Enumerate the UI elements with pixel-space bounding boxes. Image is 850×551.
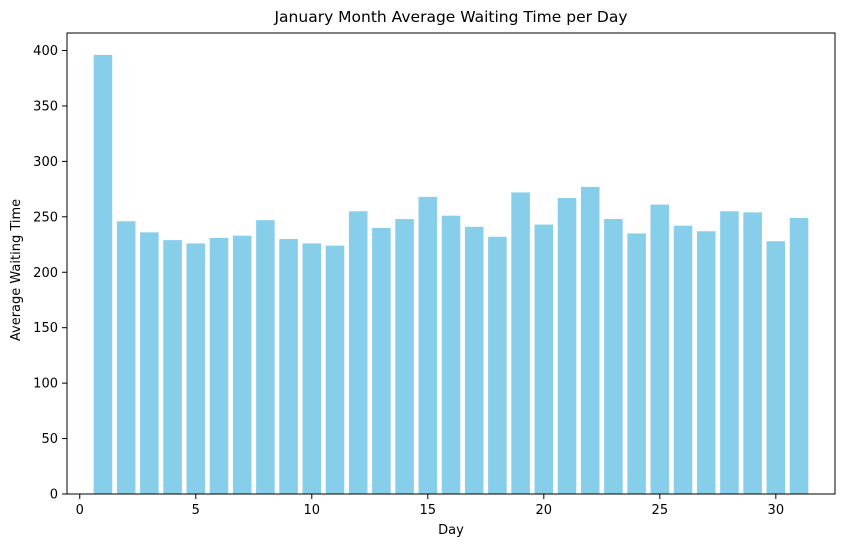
y-axis-label: Average Waiting Time [9,199,24,341]
bar-day-24 [627,233,646,494]
bar-day-14 [395,219,414,495]
bar-day-31 [789,217,809,494]
bar-day-16 [441,215,461,494]
bar-day-28 [720,211,739,494]
bar-day-20 [534,224,554,494]
y-tick-label: 400 [33,44,58,59]
bar-day-7 [232,235,252,495]
x-tick-label: 15 [420,503,437,518]
x-tick-label: 0 [76,503,84,518]
y-tick-label: 350 [33,99,58,114]
bar-day-15 [418,196,438,494]
y-tick-label: 250 [33,210,58,225]
bar-day-23 [604,219,623,495]
bar-day-17 [464,226,484,495]
bar-day-29 [743,212,762,494]
bar-day-4 [163,240,182,494]
bar-day-3 [140,232,159,494]
bar-day-8 [256,220,275,494]
y-tick-label: 150 [33,321,58,336]
plot-frame [66,32,836,495]
x-tick-label: 20 [536,503,553,518]
x-tick-label: 25 [652,503,669,518]
y-tick-label: 0 [50,488,58,503]
x-tick-label: 10 [304,503,321,518]
bar-day-19 [511,192,530,494]
bar-day-5 [186,243,206,494]
bar-day-26 [673,225,693,494]
x-tick-label: 30 [768,503,785,518]
y-tick-label: 50 [41,432,58,447]
bar-day-18 [488,236,507,494]
y-tick-label: 300 [33,155,58,170]
bars [93,54,809,495]
bar-day-1 [93,54,113,494]
y-tick-label: 200 [33,266,58,281]
bar-day-6 [209,237,229,494]
bar-day-30 [766,241,786,494]
y-tick-label: 100 [33,377,58,392]
x-axis-label: Day [438,523,464,538]
x-tick-label: 5 [192,503,200,518]
bar-day-12 [348,211,368,494]
bar-day-27 [696,231,716,495]
chart-title: January Month Average Waiting Time per D… [273,8,627,26]
bar-day-2 [116,221,136,494]
bar-day-22 [580,186,600,494]
bar-day-21 [557,197,577,495]
bar-day-13 [372,227,391,494]
bar-day-11 [325,245,345,494]
bar-day-10 [302,243,322,494]
bar-day-9 [279,239,298,494]
bar-day-25 [650,204,670,494]
